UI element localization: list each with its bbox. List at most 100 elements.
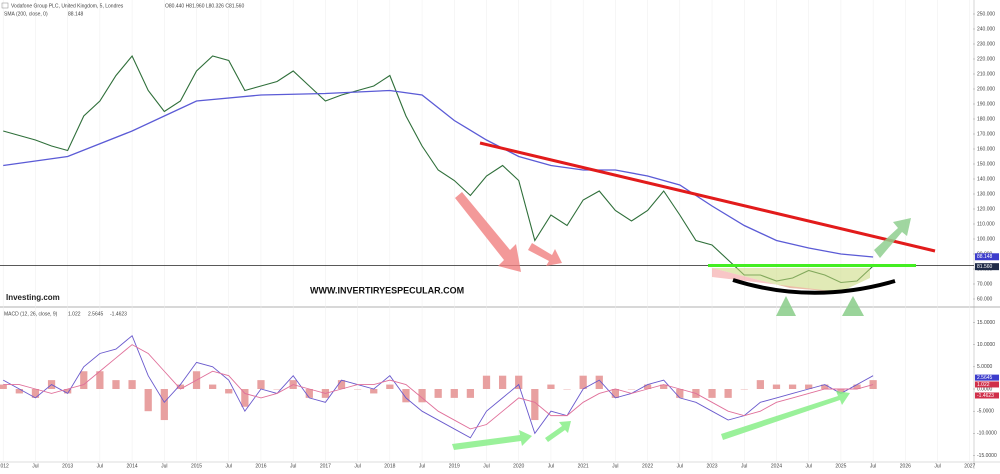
histogram-bar xyxy=(467,389,474,398)
value-badge-label: 1.022 xyxy=(977,382,990,388)
y-tick-label: -5.0000 xyxy=(977,409,994,415)
x-tick-label: 2020 xyxy=(513,463,524,469)
y-tick-label: 5.0000 xyxy=(977,364,993,370)
histogram-bar xyxy=(612,389,619,398)
x-tick-label: 2016 xyxy=(255,463,266,469)
y-tick-label: -10.0000 xyxy=(977,431,997,437)
y-tick-label: 220.000 xyxy=(977,56,995,62)
y-tick-label: 120.000 xyxy=(977,206,995,212)
value-badge-label: 2.5645 xyxy=(977,375,993,381)
histogram-bar xyxy=(725,389,732,398)
chart-title: Vodafone Group PLC, United Kingdom, 5, L… xyxy=(11,3,124,9)
y-tick-label: 180.000 xyxy=(977,116,995,122)
y-tick-label: 250.000 xyxy=(977,11,995,17)
histogram-bar xyxy=(16,389,23,393)
x-tick-label: 2012 xyxy=(0,463,9,469)
histogram-bar xyxy=(435,389,442,398)
y-tick-label: 100.000 xyxy=(977,236,995,242)
y-tick-label: 110.000 xyxy=(977,221,995,227)
y-tick-label: 60.000 xyxy=(977,296,993,302)
value-badge-label: -1.4623 xyxy=(977,393,994,399)
histogram-bar xyxy=(112,380,119,389)
x-tick-label: Jul xyxy=(741,463,747,469)
indicator-title: MACD (12, 26, close, 9) xyxy=(4,311,58,317)
x-tick-label: Jul xyxy=(290,463,296,469)
indicator-readout: 1.022 xyxy=(68,311,81,317)
histogram-bar xyxy=(499,376,506,389)
x-tick-label: 2021 xyxy=(578,463,589,469)
histogram-bar xyxy=(676,389,683,398)
x-tick-label: 2017 xyxy=(320,463,331,469)
y-tick-label: 160.000 xyxy=(977,146,995,152)
logo: Investing.com xyxy=(6,293,60,302)
x-tick-label: Jul xyxy=(354,463,360,469)
histogram-bar xyxy=(257,380,264,389)
x-tick-label: 2018 xyxy=(384,463,395,469)
histogram-bar xyxy=(370,389,377,393)
indicator-readout: 2.5645 xyxy=(88,311,104,317)
x-tick-label: Jul xyxy=(97,463,103,469)
watermark: WWW.INVERTIRYESPECULAR.COM xyxy=(310,285,464,295)
x-tick-label: 2024 xyxy=(771,463,782,469)
x-tick-label: 2023 xyxy=(706,463,717,469)
histogram-bar xyxy=(306,389,313,398)
y-tick-label: 140.000 xyxy=(977,176,995,182)
x-tick-label: 2014 xyxy=(127,463,138,469)
y-tick-label: 15.0000 xyxy=(977,320,995,326)
y-tick-label: 210.000 xyxy=(977,71,995,77)
legend-value: 88.148 xyxy=(68,11,84,17)
histogram-bar xyxy=(547,385,554,389)
ohlc-readout: O80.440 H81.960 L80.326 C81.560 xyxy=(165,3,244,9)
histogram-bar xyxy=(225,389,232,393)
y-tick-label: 200.000 xyxy=(977,86,995,92)
histogram-bar xyxy=(869,380,876,389)
histogram-bar xyxy=(386,385,393,389)
x-tick-label: 2025 xyxy=(835,463,846,469)
y-tick-label: 150.000 xyxy=(977,161,995,167)
histogram-bar xyxy=(338,380,345,389)
histogram-bar xyxy=(483,376,490,389)
x-tick-label: Jul xyxy=(934,463,940,469)
y-tick-label: 130.000 xyxy=(977,191,995,197)
histogram-bar xyxy=(708,389,715,398)
price-badge-label: 81.560 xyxy=(977,264,993,270)
histogram-bar xyxy=(773,385,780,389)
y-tick-label: 230.000 xyxy=(977,41,995,47)
x-tick-label: Jul xyxy=(419,463,425,469)
y-tick-label: 240.000 xyxy=(977,26,995,32)
y-tick-label: 70.000 xyxy=(977,281,993,287)
histogram-bar xyxy=(145,389,152,411)
y-tick-label: 10.0000 xyxy=(977,342,995,348)
y-tick-label: -15.0000 xyxy=(977,453,997,459)
y-tick-label: 190.000 xyxy=(977,101,995,107)
x-tick-label: 2026 xyxy=(900,463,911,469)
x-tick-label: 2022 xyxy=(642,463,653,469)
x-tick-label: 2027 xyxy=(964,463,975,469)
histogram-bar xyxy=(161,389,168,420)
indicator-readout: -1.4623 xyxy=(110,311,127,317)
y-tick-label: 170.000 xyxy=(977,131,995,137)
x-tick-label: Jul xyxy=(226,463,232,469)
x-tick-label: Jul xyxy=(870,463,876,469)
price-badge-label: 88.148 xyxy=(977,254,993,260)
x-tick-label: Jul xyxy=(32,463,38,469)
x-tick-label: Jul xyxy=(612,463,618,469)
x-tick-label: 2019 xyxy=(449,463,460,469)
histogram-bar xyxy=(241,389,248,407)
x-tick-label: 2015 xyxy=(191,463,202,469)
x-tick-label: 2013 xyxy=(62,463,73,469)
histogram-bar xyxy=(209,385,216,389)
x-tick-label: Jul xyxy=(548,463,554,469)
histogram-bar xyxy=(0,385,7,389)
x-tick-label: Jul xyxy=(805,463,811,469)
x-tick-label: Jul xyxy=(161,463,167,469)
histogram-bar xyxy=(789,385,796,389)
legend-label: SMA (200, close, 0) xyxy=(4,11,48,17)
x-tick-label: Jul xyxy=(483,463,489,469)
histogram-bar xyxy=(757,380,764,389)
histogram-bar xyxy=(80,371,87,389)
histogram-bar xyxy=(580,376,587,389)
x-tick-label: Jul xyxy=(677,463,683,469)
histogram-bar xyxy=(128,380,135,389)
